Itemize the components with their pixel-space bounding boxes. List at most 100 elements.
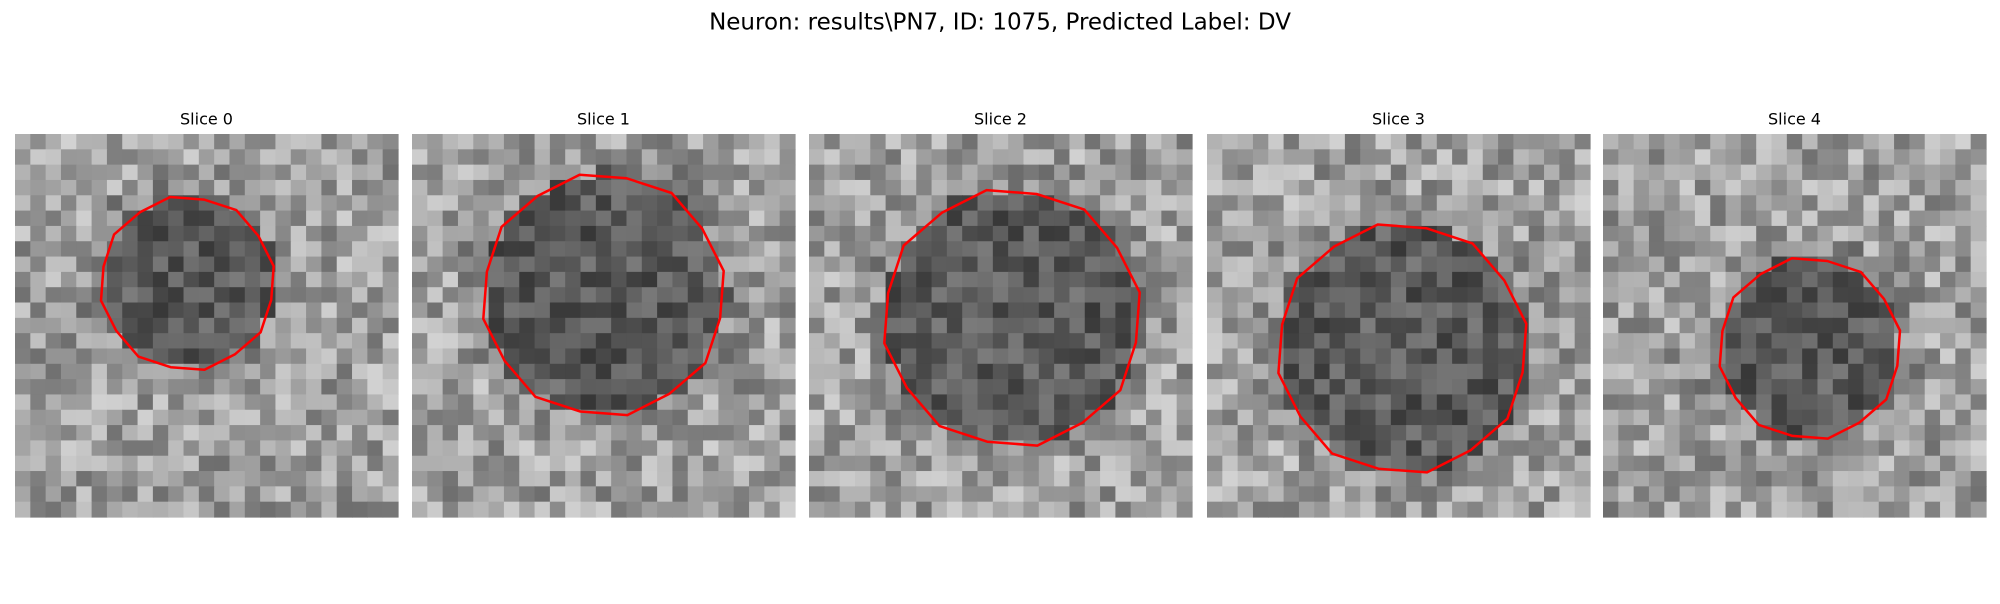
pixel — [275, 363, 292, 380]
pixel — [718, 440, 735, 457]
pixel — [1924, 425, 1941, 441]
pixel — [260, 225, 277, 242]
pixel — [275, 241, 292, 258]
pixel — [703, 394, 719, 411]
pixel — [962, 409, 979, 426]
pixel — [977, 149, 994, 166]
pixel — [764, 134, 781, 150]
pixel — [244, 363, 261, 380]
pixel — [1406, 471, 1423, 487]
pixel — [718, 241, 735, 258]
pixel — [1498, 501, 1514, 518]
pixel — [1069, 210, 1086, 227]
pixel — [1084, 363, 1101, 380]
pixel — [1648, 333, 1665, 350]
pixel — [946, 409, 963, 426]
pixel — [1786, 486, 1803, 503]
pixel — [839, 271, 856, 288]
pixel — [1207, 179, 1223, 196]
pixel — [1283, 225, 1300, 242]
pixel — [1329, 501, 1346, 518]
pixel — [1740, 179, 1757, 196]
pixel — [946, 256, 963, 273]
pixel — [1924, 501, 1941, 518]
pixel — [76, 348, 93, 365]
pixel — [1756, 440, 1773, 457]
pixel — [1421, 486, 1438, 503]
pixel — [580, 455, 597, 472]
pixel — [1940, 471, 1956, 487]
pixel — [992, 486, 1009, 503]
pixel — [1329, 486, 1346, 503]
pixel — [809, 149, 825, 166]
pixel — [321, 317, 338, 334]
pixel — [229, 271, 246, 288]
pixel — [854, 256, 871, 273]
pixel — [1802, 379, 1819, 396]
pixel — [473, 425, 490, 441]
pixel — [1618, 317, 1635, 334]
pixel — [1848, 471, 1865, 487]
pixel — [1436, 210, 1453, 227]
pixel — [1237, 455, 1254, 472]
pixel — [473, 455, 490, 472]
pixel — [626, 333, 643, 350]
pixel — [1648, 501, 1665, 518]
pixel — [1955, 210, 1972, 227]
pixel — [76, 425, 93, 441]
pixel — [1694, 271, 1711, 288]
pixel — [916, 409, 933, 426]
pixel — [1679, 363, 1696, 380]
pixel — [1375, 256, 1392, 273]
pixel — [657, 455, 674, 472]
pixel — [1756, 256, 1773, 273]
pixel — [1817, 241, 1834, 258]
pixel — [992, 256, 1009, 273]
pixel — [1513, 210, 1530, 227]
pixel — [595, 225, 612, 242]
pixel — [1222, 379, 1239, 396]
pixel — [931, 394, 948, 411]
pixel — [1268, 394, 1285, 411]
pixel — [106, 256, 123, 273]
pixel — [321, 379, 338, 396]
pixel — [1786, 287, 1803, 304]
pixel — [1452, 164, 1469, 181]
pixel — [1664, 210, 1681, 227]
pixel — [427, 134, 444, 150]
pixel — [1559, 302, 1576, 319]
pixel — [749, 256, 765, 273]
pixel — [1618, 363, 1635, 380]
pixel — [580, 363, 597, 380]
pixel — [1909, 134, 1926, 150]
pixel — [1832, 486, 1849, 503]
pixel — [580, 195, 597, 212]
pixel — [1802, 164, 1819, 181]
pixel — [1298, 241, 1315, 258]
pixel — [1848, 501, 1865, 518]
pixel — [1544, 195, 1560, 212]
pixel — [1436, 501, 1453, 518]
pixel — [1421, 394, 1438, 411]
pixel — [1740, 271, 1757, 288]
pixel — [946, 241, 963, 258]
pixel — [1633, 287, 1650, 304]
pixel — [1146, 333, 1162, 350]
pixel — [1360, 149, 1377, 166]
pixel — [641, 210, 658, 227]
pixel — [1008, 471, 1025, 487]
pixel — [962, 348, 979, 365]
pixel — [214, 471, 231, 487]
pixel — [1268, 409, 1285, 426]
pixel — [1222, 302, 1239, 319]
pixel — [306, 348, 322, 365]
pixel — [749, 379, 765, 396]
pixel — [1955, 425, 1972, 441]
pixel — [900, 134, 917, 150]
pixel — [15, 455, 31, 472]
pixel — [595, 271, 612, 288]
pixel — [336, 455, 353, 472]
pixel — [1924, 241, 1941, 258]
pixel — [457, 471, 474, 487]
pixel — [1222, 363, 1239, 380]
